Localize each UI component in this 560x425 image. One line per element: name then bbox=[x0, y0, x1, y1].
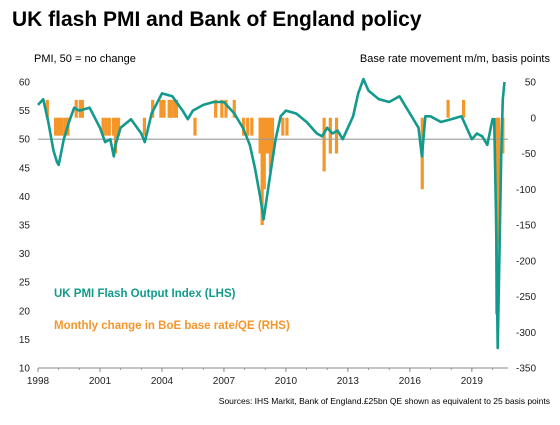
bar-37 bbox=[268, 117, 273, 172]
bar-11 bbox=[104, 117, 108, 136]
x-tick-2001: 2001 bbox=[89, 376, 112, 387]
bar-38 bbox=[270, 117, 275, 154]
bar-1 bbox=[53, 117, 58, 136]
bar-12 bbox=[107, 117, 111, 136]
bar-24 bbox=[193, 117, 197, 136]
y-right-tick--250: -250 bbox=[516, 292, 536, 303]
left-axis-label: PMI, 50 = no change bbox=[34, 53, 136, 65]
y-right-tick--150: -150 bbox=[516, 221, 536, 232]
bar-5 bbox=[63, 117, 67, 136]
y-right-tick--50: -50 bbox=[522, 149, 537, 160]
y-right-tick-0: 0 bbox=[530, 113, 536, 124]
x-tick-2013: 2013 bbox=[337, 376, 360, 387]
x-tick-1998: 1998 bbox=[27, 376, 50, 387]
bar-36 bbox=[266, 117, 270, 154]
axes-layer: 10 15 20 25 30 35 40 45 50 55 60 50 0 -50 -100 -150 -200… bbox=[19, 78, 537, 388]
legend-entry-pmi: UK PMI Flash Output Index (LHS) bbox=[54, 288, 236, 300]
bar-28 bbox=[232, 99, 236, 118]
y-left-tick-15: 15 bbox=[19, 335, 31, 346]
bar-3 bbox=[58, 117, 62, 136]
y-left-tick-40: 40 bbox=[19, 192, 31, 203]
bar-10 bbox=[101, 117, 105, 136]
y-left-tick-50: 50 bbox=[19, 135, 31, 146]
y-left-tick-55: 55 bbox=[19, 106, 31, 117]
bar-23 bbox=[174, 99, 179, 118]
bar-40 bbox=[285, 117, 289, 136]
chart-title: UK flash PMI and Bank of England policy bbox=[12, 8, 422, 31]
bar-0 bbox=[45, 99, 49, 118]
bar-4 bbox=[60, 117, 64, 136]
y-left-tick-45: 45 bbox=[19, 163, 31, 174]
bar-8 bbox=[78, 99, 82, 118]
legend-entry-base-rate: Monthly change in BoE base rate/QE (RHS) bbox=[54, 320, 290, 332]
bar-14 bbox=[113, 117, 118, 154]
bar-21 bbox=[169, 99, 173, 118]
bar-31 bbox=[250, 117, 254, 136]
bar-45 bbox=[446, 99, 450, 118]
y-left-tick-25: 25 bbox=[19, 278, 31, 289]
bar-2 bbox=[56, 117, 60, 136]
y-left-tick-20: 20 bbox=[19, 306, 31, 317]
bar-22 bbox=[172, 99, 176, 118]
line-layer bbox=[37, 77, 506, 350]
bar-13 bbox=[111, 117, 116, 136]
bar-42 bbox=[328, 117, 332, 154]
x-tick-2016: 2016 bbox=[399, 376, 422, 387]
bar-27 bbox=[224, 99, 228, 118]
y-left-tick-30: 30 bbox=[19, 249, 31, 260]
x-tick-2010: 2010 bbox=[275, 376, 298, 387]
bar-33 bbox=[260, 117, 264, 225]
bar-26 bbox=[220, 99, 224, 118]
bar-30 bbox=[246, 117, 250, 136]
bar-19 bbox=[162, 99, 166, 118]
bar-34 bbox=[262, 117, 266, 190]
y-right-tick--300: -300 bbox=[516, 328, 536, 339]
bar-16 bbox=[142, 117, 146, 136]
right-axis-label: Base rate movement m/m, basis points bbox=[359, 53, 550, 65]
y-right-tick--200: -200 bbox=[516, 256, 536, 267]
y-right-tick--100: -100 bbox=[516, 185, 536, 196]
bar-25 bbox=[214, 99, 218, 118]
y-left-tick-35: 35 bbox=[19, 221, 31, 232]
pmi-series-line bbox=[37, 77, 506, 350]
bar-20 bbox=[167, 99, 171, 118]
x-tick-2004: 2004 bbox=[151, 376, 174, 387]
bars-layer bbox=[45, 99, 505, 315]
y-right-tick--350: -350 bbox=[516, 364, 536, 375]
bar-35 bbox=[264, 117, 268, 154]
source-note: Sources: IHS Markit, Bank of England.£25… bbox=[218, 396, 550, 406]
bar-15 bbox=[116, 117, 121, 136]
x-tick-2007: 2007 bbox=[213, 376, 236, 387]
bar-46 bbox=[461, 99, 466, 118]
bar-18 bbox=[159, 99, 163, 118]
bar-39 bbox=[281, 117, 285, 136]
y-left-tick-10: 10 bbox=[19, 364, 31, 375]
bar-32 bbox=[258, 117, 262, 154]
x-tick-2019: 2019 bbox=[461, 376, 484, 387]
bar-48 bbox=[497, 117, 501, 243]
bar-41 bbox=[322, 117, 326, 172]
bar-43 bbox=[334, 117, 339, 154]
y-left-tick-60: 60 bbox=[19, 78, 31, 89]
y-right-tick-50: 50 bbox=[525, 78, 537, 89]
